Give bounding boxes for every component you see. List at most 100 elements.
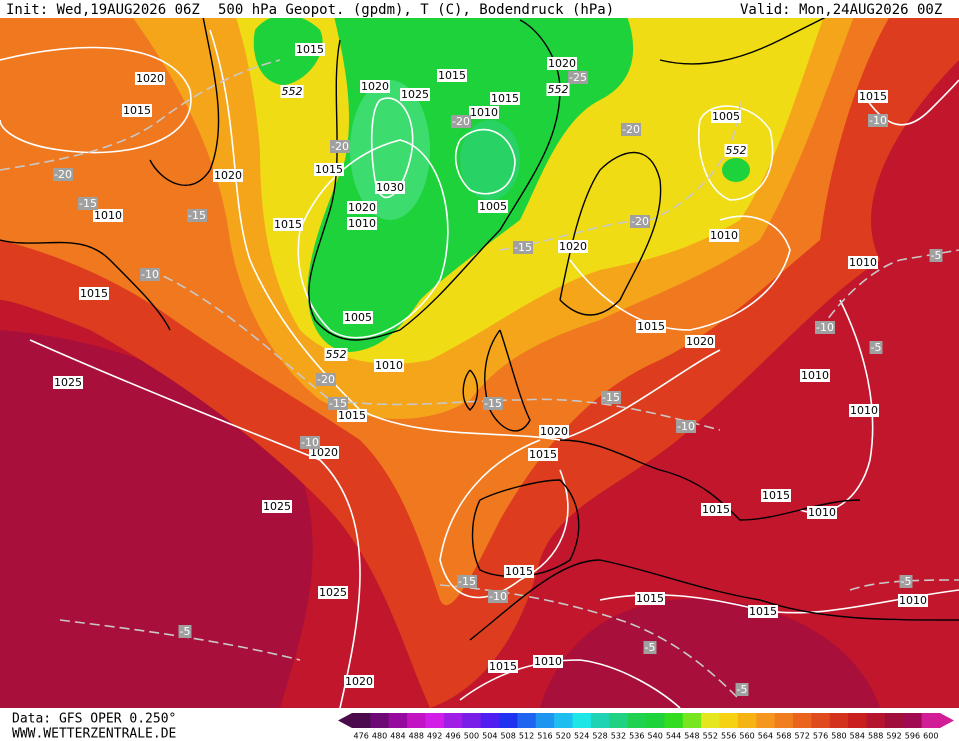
isotherm [819,249,959,331]
colorbar-label: 588 [868,732,883,741]
colorbar-label: 536 [629,732,644,741]
temperature-label-box [513,241,533,254]
pressure-label-box [709,229,739,242]
pressure-label: 1005 [344,311,372,324]
colorbar-label: 524 [574,732,589,741]
pressure-label-box [685,335,715,348]
colorbar-segment [407,713,426,728]
pressure-label-box [807,506,837,519]
colorbar-label: 548 [684,732,699,741]
pressure-label-box [528,448,558,461]
colorbar-label: 576 [813,732,828,741]
colorbar: 476 480 484 488 492 496 500 504 508 512 516 520 524 5… [338,713,954,741]
colorbar-segment [609,713,629,728]
colorbar-segment [793,713,812,728]
pressure-label: 1010 [849,256,877,269]
pressure-label-box [53,376,83,389]
pressure-label: 1015 [749,605,777,618]
geopotential-label: 552 [726,144,747,157]
pressure-label-box [533,655,563,668]
pressure-label-box [213,169,243,182]
temperature-label-box [899,575,913,588]
colorbar-label: 564 [758,732,773,741]
coastline [0,239,171,331]
colorbar-segment [866,713,886,728]
isotherm [0,59,281,171]
coastline [308,19,561,341]
pressure-label: 1020 [361,80,389,93]
colorbar-label: 476 [354,732,369,741]
pressure-label-box [800,369,830,382]
temperature-label-box [735,683,749,696]
colorbar-segment [829,713,849,728]
pressure-label: 1015 [491,92,519,105]
pressure-label-box [635,592,665,605]
colorbar-segment [352,713,371,728]
isotherm [149,269,721,431]
pressure-label-box [375,181,405,194]
temperature-label-box [140,268,160,281]
pressure-label: 1015 [529,448,557,461]
pressure-label: 1005 [479,200,507,213]
pressure-label-box [344,675,374,688]
pressure-label: 1025 [401,88,429,101]
colorbar-segment [848,713,867,728]
colorbar-label: 520 [556,732,571,741]
pressure-label: 1030 [376,181,404,194]
colorbar-segment [884,713,904,728]
pressure-label-box [262,500,292,513]
colorbar-label: 596 [905,732,920,741]
colorbar-label: 480 [372,732,387,741]
coastline [149,0,220,186]
pressure-label: 1020 [345,675,373,688]
colorbar-arrow [940,713,954,728]
pressure-label-box [748,605,778,618]
colorbar-segment [517,713,537,728]
temperature-label-box [643,641,657,654]
pressure-label-box [374,359,404,372]
colorbar-label: 484 [390,732,405,741]
pressure-label-box [79,287,109,300]
pressure-label: 1005 [712,110,740,123]
pressure-label: 1015 [636,592,664,605]
isobar [859,79,959,126]
pressure-label-box [547,57,577,70]
pressure-label-box [309,446,339,459]
geopotential-label: 552 [326,348,347,361]
pressure-label: 1020 [559,240,587,253]
colorbar-label: 512 [519,732,534,741]
pressure-label-box [539,425,569,438]
temperature-label-box [328,397,348,410]
pressure-label: 1015 [123,104,151,117]
temperature-label-box [630,215,650,228]
pressure-label: 1020 [348,201,376,214]
temperature-label: -5 [737,683,748,696]
temperature-label: -20 [317,373,335,386]
temperature-label: -10 [677,420,695,433]
pressure-label: 1015 [637,320,665,333]
colorbar-segment [811,713,831,728]
pressure-label: 1010 [801,369,829,382]
colorbar-segment [627,713,647,728]
temperature-label: -5 [931,249,942,262]
pressure-label: 1015 [762,489,790,502]
temperature-label-box [676,420,696,433]
temperature-label: -10 [816,321,834,334]
pressure-label-box [347,201,377,214]
geopotential-label-box [546,83,570,96]
coastline [559,151,662,316]
temperature-label: -10 [489,590,507,603]
temperature-label-box [601,391,621,404]
colorbar-segment [443,713,463,728]
isobar [0,46,192,154]
temperature-label: -15 [79,197,97,210]
isobar [454,128,516,195]
pressure-label-box [488,660,518,673]
coastlines [0,0,959,641]
colorbar-segment [370,713,390,728]
pressure-label-box [122,104,152,117]
temperature-label-box [457,575,477,588]
pressure-label: 1010 [534,655,562,668]
pressure-label-box [478,200,508,213]
temperature-label: -15 [329,397,347,410]
